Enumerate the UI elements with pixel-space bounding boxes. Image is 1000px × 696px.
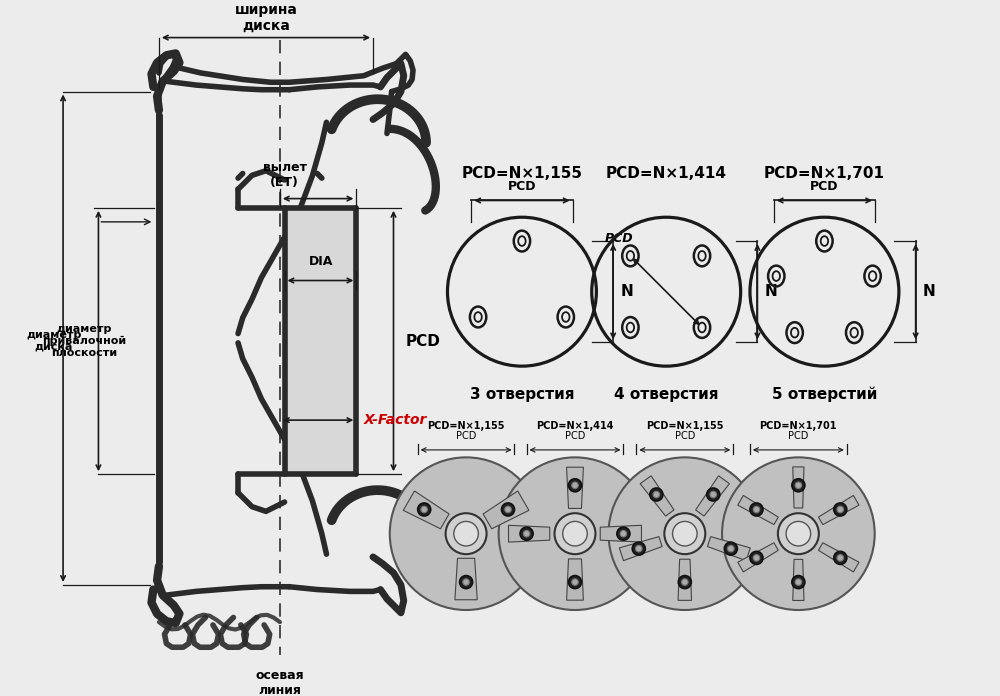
- Text: N: N: [621, 284, 633, 299]
- Text: PCD=N×1,414: PCD=N×1,414: [536, 421, 614, 432]
- Circle shape: [390, 457, 542, 610]
- Circle shape: [418, 503, 431, 516]
- Circle shape: [421, 506, 427, 513]
- Circle shape: [664, 513, 705, 554]
- Circle shape: [750, 551, 763, 564]
- Circle shape: [837, 506, 844, 513]
- Polygon shape: [696, 476, 729, 516]
- Polygon shape: [509, 525, 550, 542]
- Circle shape: [499, 457, 651, 610]
- Circle shape: [505, 506, 511, 513]
- Text: X-Factor: X-Factor: [364, 413, 427, 427]
- Polygon shape: [678, 559, 692, 601]
- Polygon shape: [285, 208, 356, 474]
- Circle shape: [617, 527, 630, 540]
- Text: DIA: DIA: [309, 255, 333, 269]
- Circle shape: [620, 530, 627, 537]
- Text: PCD: PCD: [788, 431, 809, 441]
- Text: N: N: [765, 284, 778, 299]
- Text: диаметр
привалочной
плоскости: диаметр привалочной плоскости: [42, 324, 127, 358]
- Polygon shape: [707, 537, 750, 561]
- Circle shape: [563, 521, 587, 546]
- Circle shape: [523, 530, 530, 537]
- Circle shape: [837, 555, 844, 561]
- Polygon shape: [818, 496, 859, 525]
- Text: PCD: PCD: [675, 431, 695, 441]
- Circle shape: [753, 555, 760, 561]
- Circle shape: [460, 576, 473, 589]
- Text: диаметр
диска: диаметр диска: [26, 330, 81, 351]
- Circle shape: [724, 542, 737, 555]
- Circle shape: [446, 513, 487, 554]
- Circle shape: [792, 479, 805, 492]
- Circle shape: [454, 521, 478, 546]
- Polygon shape: [793, 560, 804, 601]
- Circle shape: [572, 579, 578, 585]
- Circle shape: [795, 482, 802, 489]
- Text: 3 отверстия: 3 отверстия: [470, 386, 574, 402]
- Polygon shape: [793, 467, 804, 508]
- Circle shape: [786, 521, 811, 546]
- Text: PCD=N×1,701: PCD=N×1,701: [760, 421, 837, 432]
- Polygon shape: [567, 467, 583, 509]
- Text: PCD: PCD: [508, 180, 536, 193]
- Polygon shape: [818, 543, 859, 572]
- Text: PCD: PCD: [406, 333, 440, 349]
- Circle shape: [792, 576, 805, 589]
- Circle shape: [608, 457, 761, 610]
- Polygon shape: [600, 525, 641, 542]
- Text: ширина
диска: ширина диска: [235, 3, 297, 33]
- Circle shape: [753, 506, 760, 513]
- Circle shape: [682, 579, 688, 585]
- Circle shape: [636, 546, 642, 552]
- Text: PCD: PCD: [810, 180, 839, 193]
- Polygon shape: [738, 496, 778, 525]
- Polygon shape: [640, 476, 674, 516]
- Circle shape: [501, 503, 515, 516]
- Text: N: N: [923, 284, 936, 299]
- Circle shape: [653, 491, 660, 498]
- Circle shape: [568, 479, 582, 492]
- Circle shape: [778, 513, 819, 554]
- Text: PCD=N×1,155: PCD=N×1,155: [461, 166, 582, 181]
- Text: PCD: PCD: [456, 431, 476, 441]
- Text: осевая
линия: осевая линия: [256, 669, 304, 696]
- Polygon shape: [738, 543, 778, 572]
- Circle shape: [750, 503, 763, 516]
- Polygon shape: [403, 491, 449, 529]
- Polygon shape: [483, 491, 529, 529]
- Circle shape: [673, 521, 697, 546]
- Text: 5 отверстий: 5 отверстий: [772, 386, 877, 402]
- Text: 4 отверстия: 4 отверстия: [614, 386, 718, 402]
- Circle shape: [795, 579, 802, 585]
- Circle shape: [650, 488, 663, 501]
- Circle shape: [572, 482, 578, 489]
- Text: PCD=N×1,155: PCD=N×1,155: [427, 421, 505, 432]
- Circle shape: [520, 527, 533, 540]
- Circle shape: [834, 503, 847, 516]
- Circle shape: [678, 576, 691, 589]
- Text: PCD=N×1,155: PCD=N×1,155: [646, 421, 724, 432]
- Polygon shape: [455, 558, 477, 600]
- Circle shape: [568, 576, 582, 589]
- Circle shape: [555, 513, 595, 554]
- Text: PCD=N×1,701: PCD=N×1,701: [764, 166, 885, 181]
- Circle shape: [722, 457, 875, 610]
- Text: PCD: PCD: [605, 232, 634, 245]
- Circle shape: [707, 488, 720, 501]
- Text: PCD=N×1,414: PCD=N×1,414: [606, 166, 727, 181]
- Circle shape: [463, 579, 469, 585]
- Circle shape: [632, 542, 645, 555]
- Polygon shape: [619, 537, 662, 561]
- Polygon shape: [567, 559, 583, 600]
- Circle shape: [710, 491, 717, 498]
- Circle shape: [834, 551, 847, 564]
- Text: вылет
(ET): вылет (ET): [263, 161, 307, 189]
- Text: PCD: PCD: [565, 431, 585, 441]
- Circle shape: [728, 546, 734, 552]
